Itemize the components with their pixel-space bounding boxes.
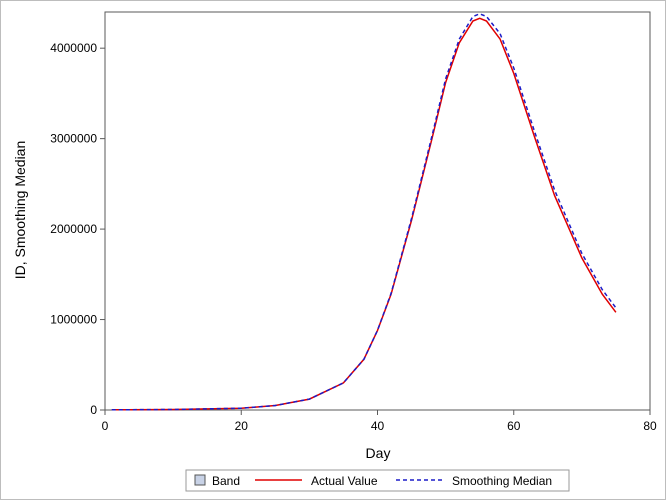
y-axis-title: ID, Smoothing Median [12,141,28,280]
y-tick-label: 3000000 [50,132,97,146]
x-axis-ticks: 0 20 40 60 80 [102,410,657,433]
legend-item-band: Band [194,474,240,488]
legend-band-label: Band [212,474,240,488]
x-tick-label: 60 [507,419,521,433]
legend-actual-value-label: Actual Value [311,474,378,488]
legend-smoothing-median-label: Smoothing Median [452,474,552,488]
y-tick-label: 4000000 [50,41,97,55]
x-axis-title: Day [366,445,391,461]
legend-item-smoothing-median: Smoothing Median [396,474,552,488]
legend-frame [185,469,570,492]
y-tick-label: 2000000 [50,222,97,236]
y-axis-ticks: 0 1000000 2000000 3000000 4000000 [50,41,105,417]
x-tick-label: 80 [643,419,657,433]
x-tick-label: 0 [102,419,109,433]
y-tick-label: 0 [90,403,97,417]
legend-band-swatch [194,474,206,486]
series-line-actual-value [111,17,617,411]
x-tick-label: 40 [371,419,385,433]
legend: Band Actual Value Smoothing Median [185,469,570,492]
legend-item-actual-value: Actual Value [255,474,378,488]
y-tick-label: 1000000 [50,313,97,327]
x-tick-label: 20 [235,419,249,433]
